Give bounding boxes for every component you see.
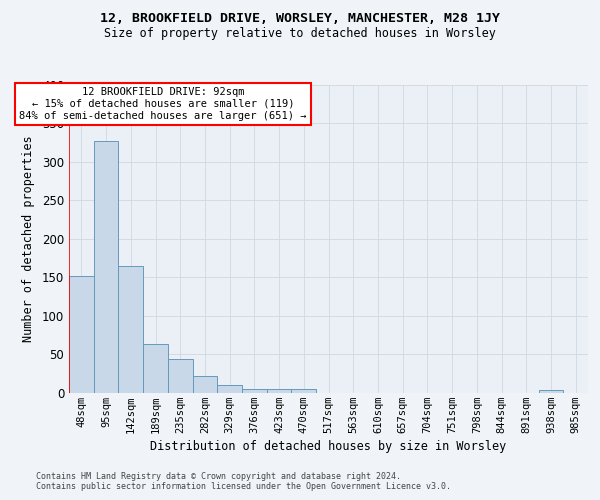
Bar bbox=[118, 266, 143, 392]
X-axis label: Distribution of detached houses by size in Worsley: Distribution of detached houses by size … bbox=[151, 440, 506, 452]
Bar bbox=[143, 344, 168, 393]
Bar bbox=[94, 141, 118, 393]
Bar bbox=[539, 390, 563, 392]
Text: Contains public sector information licensed under the Open Government Licence v3: Contains public sector information licen… bbox=[36, 482, 451, 491]
Bar bbox=[193, 376, 217, 392]
Text: Size of property relative to detached houses in Worsley: Size of property relative to detached ho… bbox=[104, 28, 496, 40]
Text: Contains HM Land Registry data © Crown copyright and database right 2024.: Contains HM Land Registry data © Crown c… bbox=[36, 472, 401, 481]
Bar bbox=[267, 388, 292, 392]
Y-axis label: Number of detached properties: Number of detached properties bbox=[22, 136, 35, 342]
Text: 12, BROOKFIELD DRIVE, WORSLEY, MANCHESTER, M28 1JY: 12, BROOKFIELD DRIVE, WORSLEY, MANCHESTE… bbox=[100, 12, 500, 26]
Bar bbox=[217, 385, 242, 392]
Bar bbox=[69, 276, 94, 392]
Text: 12 BROOKFIELD DRIVE: 92sqm
← 15% of detached houses are smaller (119)
84% of sem: 12 BROOKFIELD DRIVE: 92sqm ← 15% of deta… bbox=[19, 88, 307, 120]
Bar bbox=[242, 388, 267, 392]
Bar bbox=[292, 388, 316, 392]
Bar bbox=[168, 360, 193, 392]
